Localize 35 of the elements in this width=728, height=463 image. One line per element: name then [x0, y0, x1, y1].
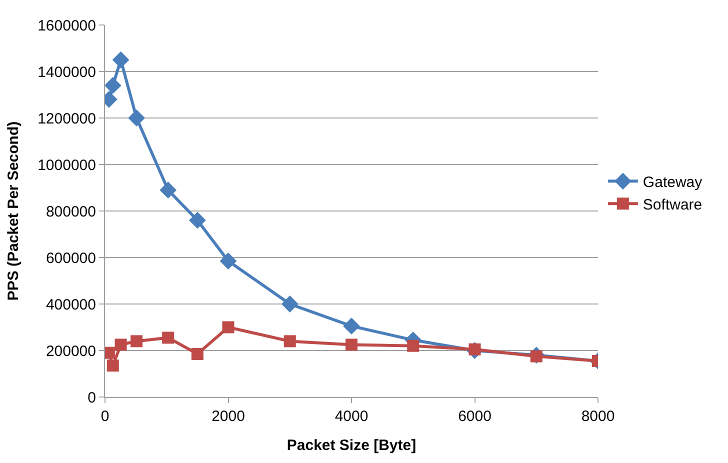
legend-label: Gateway: [642, 174, 703, 191]
x-tick-label: 6000: [458, 408, 492, 425]
point: [191, 348, 204, 360]
point: [222, 321, 234, 334]
point: [130, 335, 143, 348]
x-tick-label: 8000: [581, 408, 615, 425]
point: [343, 318, 360, 335]
y-tick-label: 1200000: [38, 110, 96, 128]
point: [284, 335, 296, 348]
y-tick-label: 600000: [46, 250, 96, 267]
point: [128, 110, 145, 126]
y-axis-title: PPS (Packet Per Second): [4, 121, 22, 301]
point: [114, 338, 127, 351]
point: [162, 332, 174, 344]
y-tick-label: 1000000: [38, 156, 96, 174]
point: [160, 182, 177, 199]
y-tick-label: 400000: [46, 296, 96, 314]
point: [220, 252, 237, 270]
y-tick-label: 0: [88, 389, 96, 406]
y-tick-label: 1400000: [38, 64, 96, 81]
legend-label: Software: [642, 196, 702, 214]
y-tick-label: 1600000: [38, 17, 96, 34]
x-tick-label: 0: [100, 408, 110, 425]
y-tick-label: 200000: [46, 342, 96, 360]
x-axis-title: Packet Size [Byte]: [286, 437, 416, 454]
point: [112, 51, 130, 68]
point: [346, 338, 358, 351]
point: [281, 296, 298, 312]
x-tick-label: 4000: [334, 408, 368, 425]
point: [105, 77, 122, 94]
x-tick-label: 2000: [212, 408, 245, 425]
point: [188, 212, 206, 229]
point: [106, 360, 119, 372]
point: [407, 340, 420, 352]
y-tick-label: 800000: [46, 203, 96, 220]
